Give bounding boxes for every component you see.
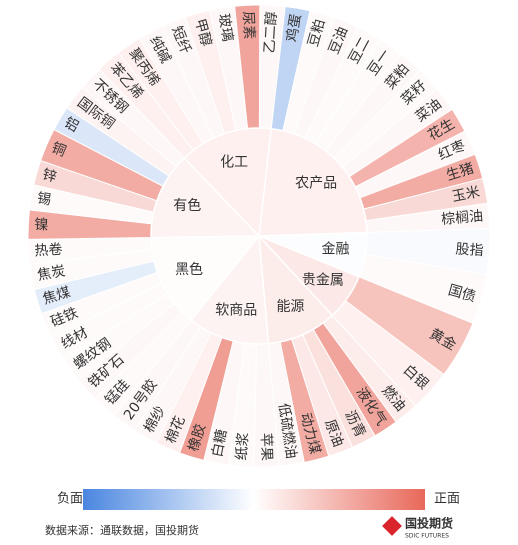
logo-text: 国投期货	[405, 516, 453, 531]
colorbar-low-label: 负面	[57, 492, 83, 507]
leaf-label: 苹果	[257, 433, 274, 462]
leaf-label: 乙二醇	[261, 11, 280, 54]
source-note: 数据来源：通联数据，国投期货	[45, 523, 199, 537]
group-label: 有色	[173, 197, 201, 214]
group-label: 化工	[220, 154, 248, 170]
leaf-label: 玉米	[451, 184, 482, 205]
leaf-label: 棕榈油	[441, 208, 484, 228]
group-sector	[183, 127, 273, 238]
group-label: 软商品	[215, 302, 257, 318]
group-label: 能源	[276, 299, 304, 315]
group-sector	[258, 127, 368, 237]
leaf-label: 豆粕	[305, 17, 328, 48]
leaf-label: 铝	[61, 115, 81, 136]
leaf-label: 焦炭	[36, 263, 66, 284]
logo-subtext: SDIC FUTURES	[405, 533, 449, 540]
leaf-label: 纸浆	[234, 432, 252, 461]
leaf-label: 鸡蛋	[283, 13, 304, 43]
group-sector	[190, 234, 270, 345]
group-sector	[150, 235, 261, 322]
leaf-label: 镍	[34, 217, 49, 234]
leaf-label: 铜	[49, 140, 68, 160]
leaf-label: 国债	[446, 282, 477, 305]
group-label: 农产品	[295, 175, 337, 191]
leaf-label: 白糖	[209, 428, 230, 458]
leaf-label: 热卷	[34, 242, 63, 260]
colorbar	[83, 489, 425, 510]
logo-icon	[382, 516, 402, 536]
group-sector	[258, 233, 334, 345]
group-label: 金融	[322, 242, 350, 258]
leaf-label: 尿素	[240, 11, 257, 40]
group-label: 黑色	[175, 261, 203, 278]
group-sector	[150, 156, 261, 239]
colorbar-high-label: 正面	[434, 492, 460, 507]
leaf-label: 焦煤	[41, 284, 72, 307]
logo: 国投期货 SDIC FUTURES	[382, 516, 453, 540]
leaf-label: 甲醇	[191, 17, 215, 49]
leaf-label: 锌	[40, 167, 58, 186]
group-label: 贵金属	[302, 272, 344, 288]
leaf-label: 股指	[455, 241, 484, 259]
leaf-label: 玻璃	[215, 12, 236, 42]
leaf-label: 锡	[36, 190, 52, 208]
